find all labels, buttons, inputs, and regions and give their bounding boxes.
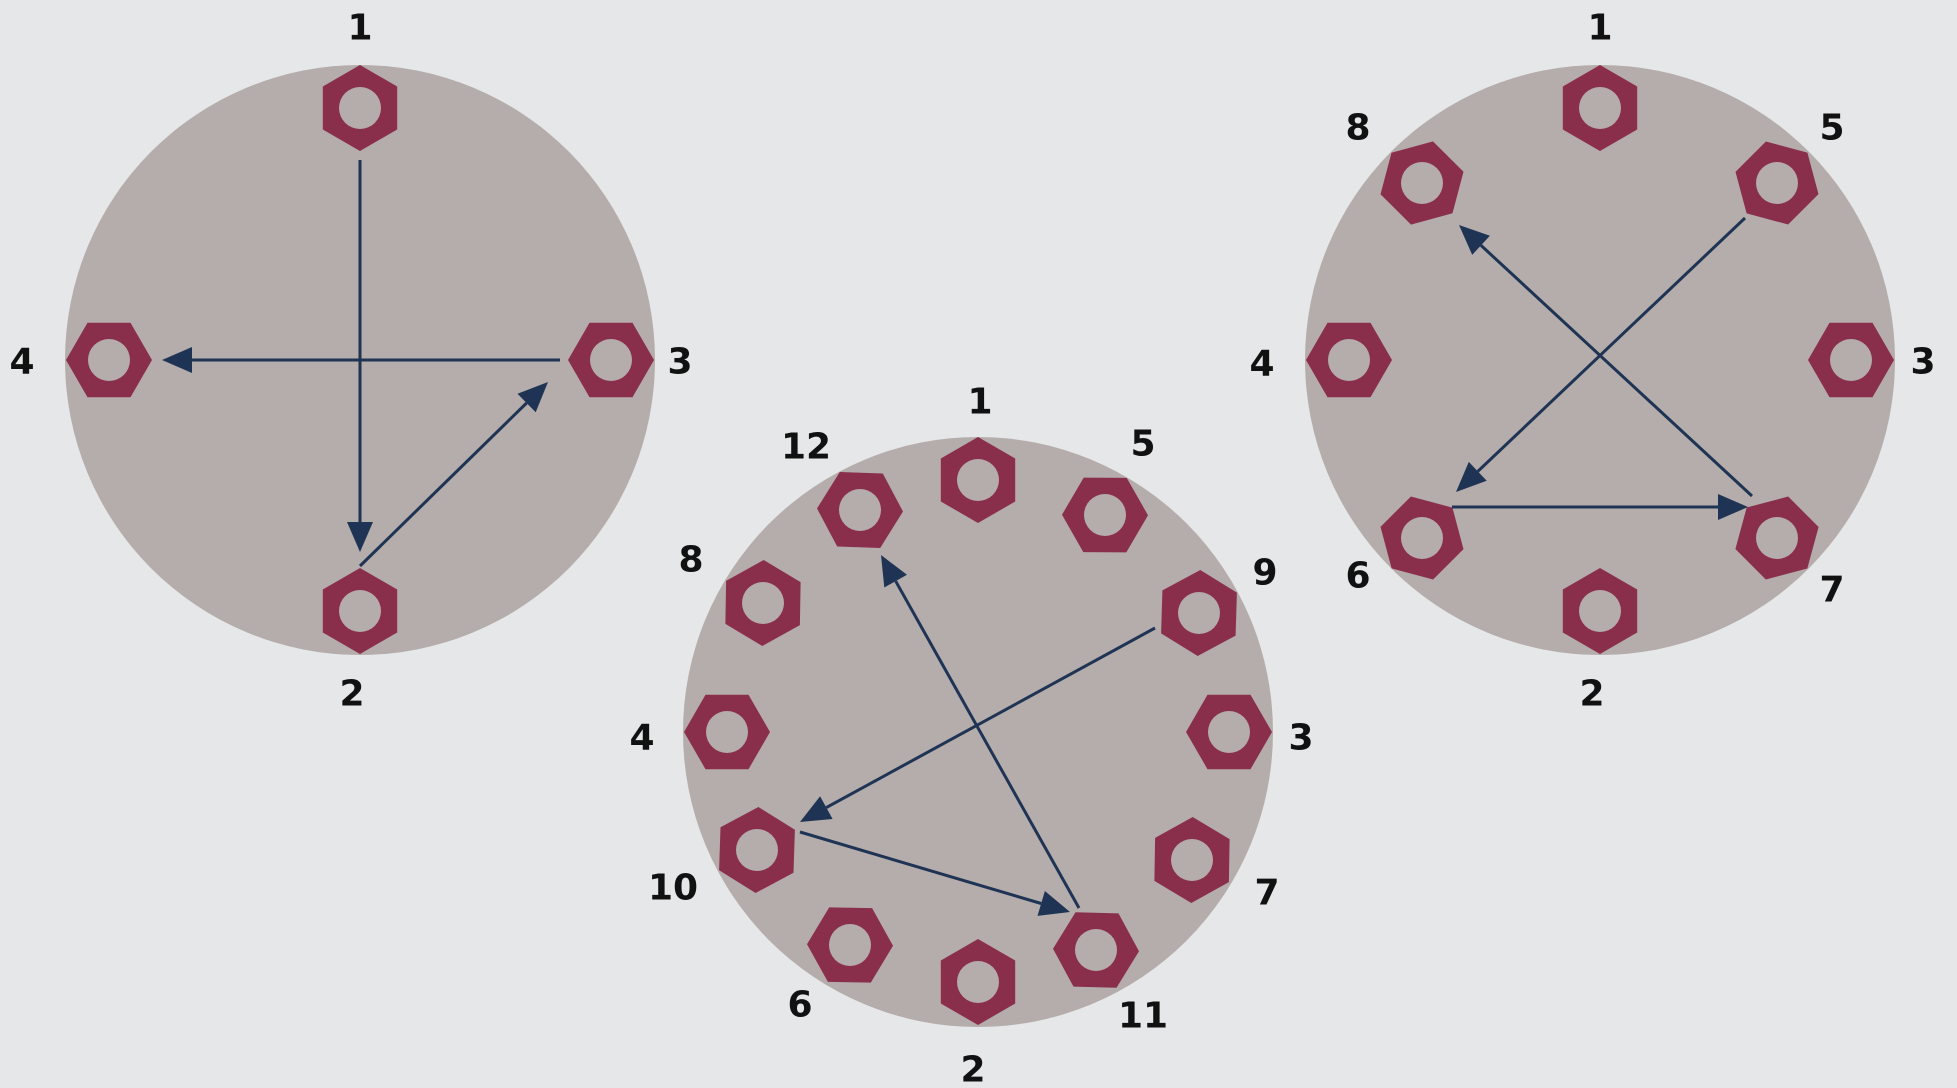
sequence-arrow-11-to-12 [881, 555, 1081, 909]
bolt-number-label: 11 [1118, 996, 1168, 1037]
flange-4-bolt: 1 2 3 4 [9, 8, 692, 715]
arrow-icon [800, 796, 833, 822]
arrow-icon [1718, 494, 1748, 520]
bolt-number-label: 1 [347, 8, 372, 49]
bolt-number-label: 2 [960, 1050, 985, 1088]
bolt-number-label: 5 [1819, 108, 1844, 149]
sequence-arrow-3-to-4 [162, 347, 560, 373]
hex-nut-icon [66, 322, 152, 398]
hex-nut-icon [1735, 496, 1819, 580]
hex-nut-icon [568, 322, 654, 398]
hex-nut-icon [807, 907, 893, 983]
arrow-shaft [825, 626, 1156, 809]
bolt-number-label: 8 [1345, 108, 1370, 149]
hex-nut-icon [1562, 568, 1638, 654]
hex-nut-icon [1380, 141, 1464, 225]
arrow-shaft [1479, 244, 1754, 498]
arrow-icon [1456, 461, 1487, 492]
hex-nut-icon [940, 437, 1016, 523]
bolt-number-label: 3 [667, 342, 692, 383]
sequence-arrow-2-to-3 [358, 382, 548, 568]
arrow-icon [1037, 891, 1070, 916]
bolt-number-label: 7 [1819, 570, 1844, 611]
bolt-number-label: 6 [787, 985, 812, 1026]
hex-nut-icon [1161, 570, 1237, 656]
flange-8-bolt: 1 2 3 4 5 6 7 8 [1249, 8, 1935, 715]
hex-nut-icon [322, 568, 398, 654]
hex-nut-icon [1062, 477, 1148, 553]
hex-nut-icon [817, 472, 903, 548]
hex-nut-icon [1380, 496, 1464, 580]
arrow-shaft [1476, 216, 1747, 473]
arrow-icon [347, 522, 373, 552]
arrow-shaft [358, 401, 528, 568]
hex-nut-icon [1808, 322, 1894, 398]
sequence-arrow-6-to-7 [1452, 494, 1748, 520]
bolt-number-label: 1 [967, 382, 992, 423]
sequence-arrow-1-to-2 [347, 160, 373, 552]
hex-nut-icon [1306, 322, 1392, 398]
bolt-number-label: 6 [1345, 556, 1370, 597]
bolt-number-label: 3 [1910, 342, 1935, 383]
sequence-arrow-10-to-11 [799, 830, 1070, 916]
bolt-number-label: 3 [1288, 718, 1313, 759]
bolt-number-label: 12 [781, 427, 831, 468]
bolt-number-label: 2 [1579, 674, 1604, 715]
hex-nut-icon [725, 560, 801, 646]
bolt-number-label: 5 [1130, 424, 1155, 465]
arrow-icon [881, 555, 907, 588]
hex-nut-icon [1562, 65, 1638, 151]
bolt-number-label: 4 [9, 342, 34, 383]
hex-nut-icon [322, 65, 398, 151]
arrow-shaft [799, 830, 1042, 905]
sequence-arrow-5-to-6 [1456, 216, 1747, 492]
hex-nut-icon [940, 939, 1016, 1025]
arrow-shaft [894, 580, 1081, 909]
hex-nut-icon [1053, 912, 1139, 988]
bolt-number-label: 8 [678, 540, 703, 581]
bolt-number-label: 7 [1254, 873, 1279, 914]
arrow-icon [517, 382, 548, 413]
arrow-icon [1459, 225, 1490, 255]
bolt-number-label: 1 [1587, 8, 1612, 49]
arrow-icon [162, 347, 192, 373]
hex-nut-icon [719, 807, 795, 893]
hex-nut-icon [1186, 694, 1272, 770]
bolt-number-label: 2 [339, 674, 364, 715]
hex-nut-icon [684, 694, 770, 770]
sequence-arrow-9-to-10 [800, 626, 1156, 822]
sequence-arrow-7-to-8 [1459, 225, 1754, 498]
bolt-number-label: 4 [1249, 344, 1274, 385]
flange-disc [683, 437, 1273, 1027]
hex-nut-icon [1154, 817, 1230, 903]
bolt-number-label: 4 [629, 718, 654, 759]
hex-nut-icon [1735, 141, 1819, 225]
bolt-number-label: 9 [1252, 553, 1277, 594]
bolt-number-label: 10 [648, 868, 698, 909]
